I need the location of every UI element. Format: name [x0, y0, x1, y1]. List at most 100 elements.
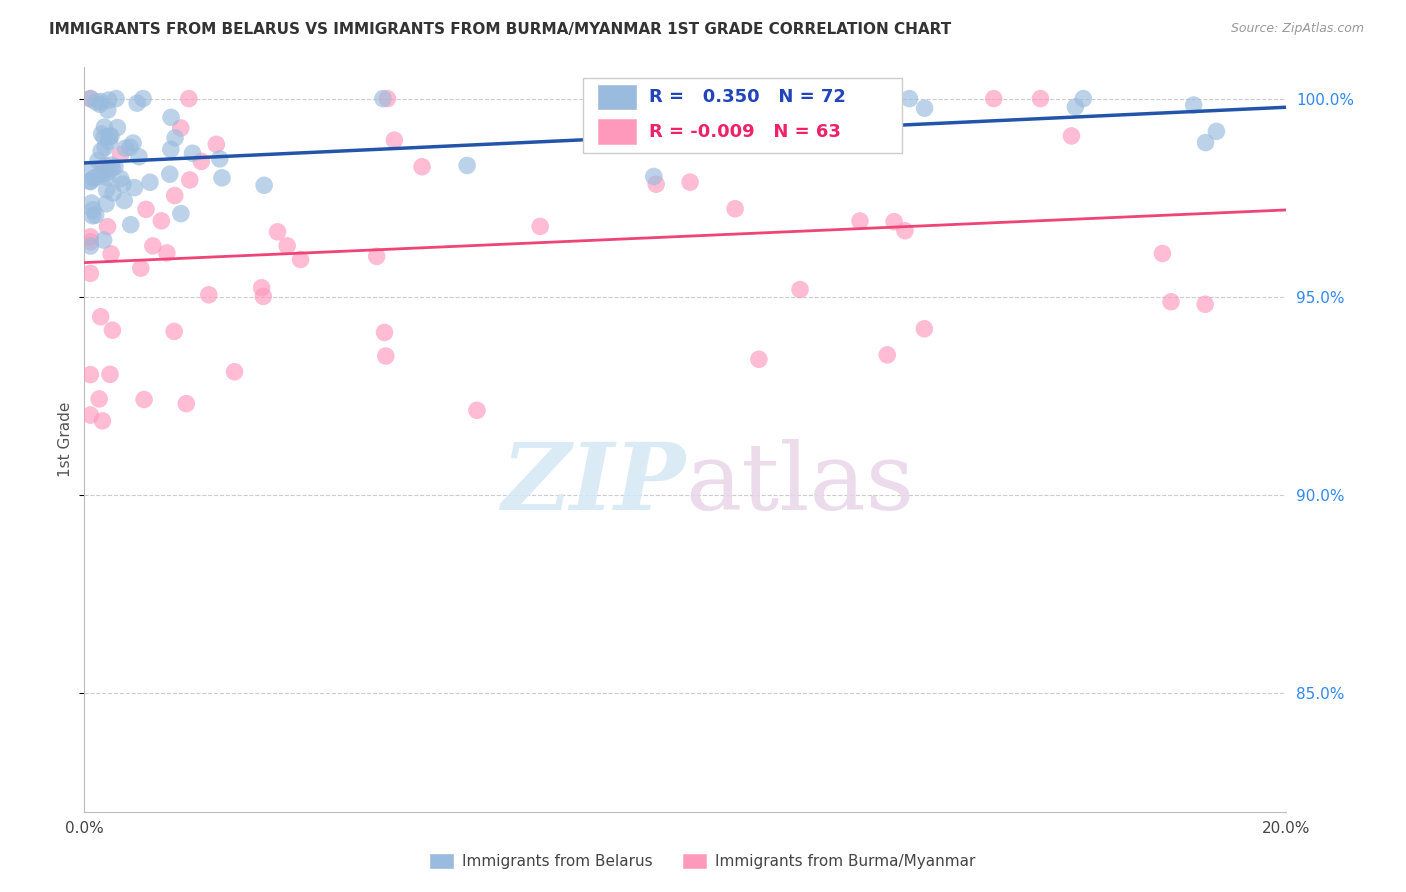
- Point: [82, 209, 104, 223]
- Point: [79, 174, 101, 188]
- Point: [91, 414, 114, 428]
- Point: [643, 169, 665, 184]
- Point: [250, 281, 273, 295]
- Point: [1182, 98, 1205, 112]
- Point: [104, 160, 127, 174]
- Point: [1194, 136, 1216, 150]
- Point: [912, 322, 935, 336]
- Point: [132, 92, 155, 106]
- Point: [90, 310, 112, 324]
- Point: [90, 95, 112, 109]
- Text: ZIP: ZIP: [501, 439, 686, 529]
- Point: [456, 158, 478, 172]
- Point: [645, 178, 668, 192]
- Point: [205, 137, 228, 152]
- Point: [94, 166, 117, 180]
- Point: [266, 225, 288, 239]
- Point: [91, 162, 114, 177]
- Point: [139, 175, 162, 189]
- Point: [100, 247, 122, 261]
- Point: [366, 249, 388, 263]
- Point: [94, 159, 117, 173]
- Point: [93, 120, 115, 134]
- Point: [98, 368, 121, 382]
- Point: [898, 92, 921, 106]
- Text: R = -0.009   N = 63: R = -0.009 N = 63: [650, 123, 841, 141]
- Point: [79, 408, 101, 422]
- Point: [702, 104, 724, 119]
- Point: [1152, 246, 1174, 260]
- Point: [983, 92, 1005, 106]
- Point: [748, 352, 770, 367]
- Point: [128, 150, 150, 164]
- Point: [114, 141, 136, 155]
- Point: [127, 96, 149, 111]
- Point: [197, 287, 219, 301]
- Point: [94, 140, 117, 154]
- Point: [100, 128, 122, 143]
- Point: [1064, 100, 1087, 114]
- FancyBboxPatch shape: [598, 119, 636, 144]
- Point: [93, 130, 115, 145]
- Point: [163, 188, 186, 202]
- Point: [170, 120, 193, 135]
- Point: [276, 239, 298, 253]
- Point: [252, 289, 274, 303]
- Point: [79, 239, 101, 253]
- Point: [93, 233, 115, 247]
- Point: [165, 131, 187, 145]
- Text: IMMIGRANTS FROM BELARUS VS IMMIGRANTS FROM BURMA/MYANMAR 1ST GRADE CORRELATION C: IMMIGRANTS FROM BELARUS VS IMMIGRANTS FR…: [49, 22, 952, 37]
- Point: [98, 135, 121, 149]
- Point: [105, 92, 128, 106]
- Point: [373, 326, 395, 340]
- Point: [79, 92, 101, 106]
- Point: [1160, 294, 1182, 309]
- Point: [876, 348, 898, 362]
- Point: [83, 171, 105, 186]
- Point: [129, 261, 152, 276]
- Point: [374, 349, 396, 363]
- Point: [101, 186, 124, 200]
- Point: [1205, 124, 1227, 138]
- Point: [160, 142, 183, 156]
- Point: [96, 183, 118, 197]
- Point: [89, 392, 111, 406]
- Point: [96, 219, 118, 234]
- Point: [181, 146, 204, 161]
- Point: [780, 122, 803, 136]
- Point: [94, 197, 117, 211]
- Point: [789, 283, 811, 297]
- Point: [120, 140, 142, 154]
- Point: [93, 166, 115, 180]
- Point: [79, 229, 101, 244]
- Point: [377, 92, 399, 106]
- Point: [96, 170, 118, 185]
- Point: [80, 196, 103, 211]
- Point: [883, 127, 905, 141]
- Point: [1194, 297, 1216, 311]
- Point: [411, 160, 433, 174]
- FancyBboxPatch shape: [583, 78, 901, 153]
- Point: [101, 323, 124, 337]
- Point: [90, 167, 112, 181]
- Point: [112, 194, 135, 208]
- Legend: Immigrants from Belarus, Immigrants from Burma/Myanmar: Immigrants from Belarus, Immigrants from…: [425, 848, 981, 875]
- Point: [90, 144, 112, 158]
- Point: [79, 368, 101, 382]
- Text: R =   0.350   N = 72: R = 0.350 N = 72: [650, 88, 846, 106]
- Point: [132, 392, 155, 407]
- Point: [100, 158, 122, 172]
- Point: [290, 252, 312, 267]
- Point: [142, 239, 165, 253]
- Point: [159, 167, 181, 181]
- Text: atlas: atlas: [686, 439, 915, 529]
- Point: [170, 207, 193, 221]
- Point: [224, 365, 246, 379]
- Point: [1029, 92, 1052, 106]
- Point: [82, 202, 104, 217]
- Point: [177, 92, 200, 106]
- Point: [107, 120, 129, 135]
- Point: [1060, 128, 1083, 143]
- Point: [89, 97, 111, 112]
- Point: [84, 95, 107, 109]
